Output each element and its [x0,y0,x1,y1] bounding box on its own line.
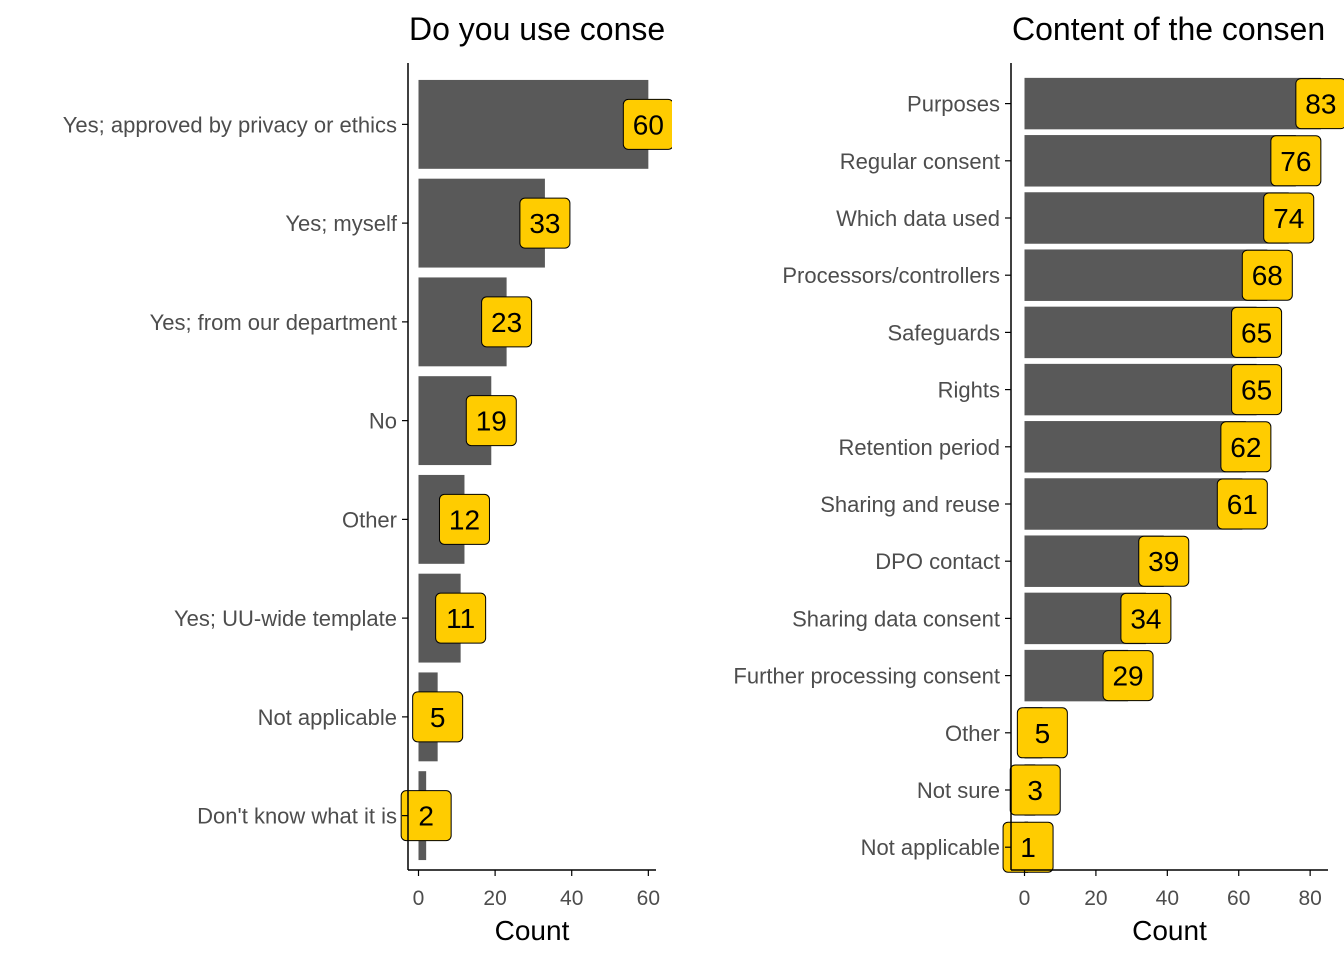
value-label: 65 [1241,375,1272,406]
value-label-box [1295,78,1344,130]
category-label: Regular consent [840,149,1000,174]
category-labels: Yes; approved by privacy or ethics Yes; m… [63,112,408,829]
bar-7 [1024,478,1243,530]
bar-2 [1024,192,1289,244]
value-label-box [1016,707,1068,759]
x-tick-label: 40 [560,887,583,910]
category-labels: Purposes Regular consent Which data used Pr… [733,92,1011,860]
category-label: Rights [938,378,1000,403]
value-label: 5 [1035,718,1051,749]
value-label: 19 [476,406,507,437]
category-label: Sharing and reuse [820,492,1000,517]
value-label-box [1241,249,1293,301]
value-label: 23 [491,307,522,338]
value-label-box [412,691,464,743]
value-label: 33 [529,208,560,239]
category-label: Purposes [907,92,1000,117]
bar-5 [1024,363,1257,416]
bar-0 [1024,77,1321,130]
chart-title: Content of the consen [1012,11,1325,47]
value-label: 68 [1252,260,1283,291]
category-label: No [369,409,397,434]
chart-panel-consent-content: Content of the consen 83 76 74 68 65 65 62 61 39… [733,11,1344,946]
x-tick-label: 0 [413,887,425,910]
value-label-box [519,197,571,249]
bar-0 [418,79,649,169]
value-label-box [481,296,533,348]
x-tick-label: 40 [1156,887,1179,910]
value-label: 12 [449,504,480,535]
category-label: Not applicable [258,705,397,730]
x-axis-label: Count [495,915,570,946]
value-label-box [1231,306,1283,358]
category-label: Other [342,507,397,532]
chart-title: Do you use conse [409,11,665,47]
value-label-box [1120,592,1172,644]
x-tick-label: 60 [637,887,660,910]
category-label: Which data used [836,206,1000,231]
value-label: 2 [418,801,434,832]
bar-1 [1024,135,1296,187]
value-label: 39 [1148,546,1179,577]
x-tick-label: 80 [1298,887,1321,910]
value-label-box [435,592,487,644]
category-label: Not sure [917,778,1000,803]
value-label-box [1220,421,1272,473]
bar-marks: 60 33 23 19 12 11 5 2 [400,79,672,861]
value-label-box [1216,478,1268,530]
value-label: 34 [1130,603,1161,634]
value-label: 29 [1112,661,1143,692]
value-label-box [622,98,672,150]
category-label: Yes; from our department [150,310,397,335]
x-axis-label: Count [1132,915,1207,946]
bar-6 [1024,421,1246,473]
category-label: Further processing consent [733,664,1000,689]
category-label: Sharing data consent [792,606,1000,631]
category-label: DPO contact [875,549,1000,574]
x-tick-label: 60 [1227,887,1250,910]
category-label: Safeguards [887,320,1000,345]
category-label: Yes; UU-wide template [174,606,397,631]
value-label-box [1270,135,1322,187]
category-label: Other [945,721,1000,746]
value-label: 1 [1020,832,1036,863]
value-label: 62 [1230,432,1261,463]
value-label: 83 [1305,89,1336,120]
value-label: 60 [633,109,664,140]
category-label: Not applicable [861,835,1000,860]
bar-marks: 83 76 74 68 65 65 62 61 39 34 29 5 3 1 [1002,77,1344,873]
value-label-box [400,790,452,842]
category-label: Don't know what it is [197,804,397,829]
x-tick-label: 20 [483,887,506,910]
value-label-box [1102,650,1154,702]
value-label: 61 [1227,489,1258,520]
value-label-box [1231,364,1283,416]
value-label-box [1138,535,1190,587]
value-label: 5 [430,702,446,733]
value-label-box [1263,192,1315,244]
x-tick-label: 0 [1019,887,1031,910]
value-label-box [465,395,517,447]
value-label: 11 [446,603,475,634]
x-tick-label: 20 [1084,887,1107,910]
x-axis-ticks: 0 20 40 60 80 [1019,870,1322,910]
bar-3 [1024,249,1268,301]
category-label: Yes; approved by privacy or ethics [63,112,397,137]
category-label: Processors/controllers [782,263,1000,288]
x-axis-ticks: 0 20 40 60 [413,870,660,910]
value-label-box [1002,821,1054,873]
value-label: 3 [1027,775,1043,806]
bar-4 [1024,306,1257,359]
category-label: Retention period [839,435,1000,460]
value-label: 74 [1273,203,1304,234]
category-label: Yes; myself [285,211,398,236]
chart-panel-consent-use: Do you use conse 60 33 23 19 12 11 5 2 Yes; app… [63,11,672,946]
value-label: 65 [1241,317,1272,348]
value-label-box [438,493,490,545]
value-label: 76 [1280,146,1311,177]
